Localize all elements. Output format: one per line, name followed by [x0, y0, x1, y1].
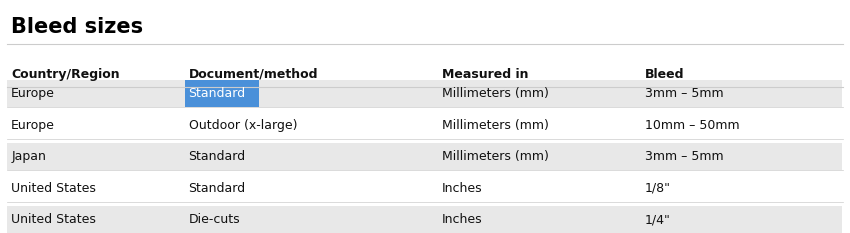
Text: Europe: Europe: [11, 119, 55, 132]
Text: 3mm – 5mm: 3mm – 5mm: [644, 150, 723, 163]
Text: 3mm – 5mm: 3mm – 5mm: [644, 87, 723, 100]
FancyBboxPatch shape: [7, 206, 842, 233]
Text: 1/8": 1/8": [644, 182, 671, 195]
Text: Die-cuts: Die-cuts: [189, 213, 241, 226]
Text: 1/4": 1/4": [644, 213, 671, 226]
Text: Japan: Japan: [11, 150, 46, 163]
Text: Outdoor (x-large): Outdoor (x-large): [189, 119, 297, 132]
Text: United States: United States: [11, 182, 96, 195]
Text: Bleed sizes: Bleed sizes: [11, 17, 144, 37]
FancyBboxPatch shape: [7, 80, 842, 107]
Text: Country/Region: Country/Region: [11, 68, 120, 81]
Text: Standard: Standard: [189, 150, 246, 163]
Text: United States: United States: [11, 213, 96, 226]
Text: 10mm – 50mm: 10mm – 50mm: [644, 119, 740, 132]
Text: Millimeters (mm): Millimeters (mm): [442, 150, 549, 163]
Text: Bleed: Bleed: [644, 68, 684, 81]
FancyBboxPatch shape: [185, 80, 259, 107]
Text: Europe: Europe: [11, 87, 55, 100]
Text: Inches: Inches: [442, 182, 483, 195]
Text: Measured in: Measured in: [442, 68, 529, 81]
Text: Standard: Standard: [189, 87, 246, 100]
Text: Document/method: Document/method: [189, 68, 318, 81]
FancyBboxPatch shape: [7, 143, 842, 170]
Text: Millimeters (mm): Millimeters (mm): [442, 119, 549, 132]
Text: Millimeters (mm): Millimeters (mm): [442, 87, 549, 100]
Text: Standard: Standard: [189, 182, 246, 195]
Text: Inches: Inches: [442, 213, 483, 226]
